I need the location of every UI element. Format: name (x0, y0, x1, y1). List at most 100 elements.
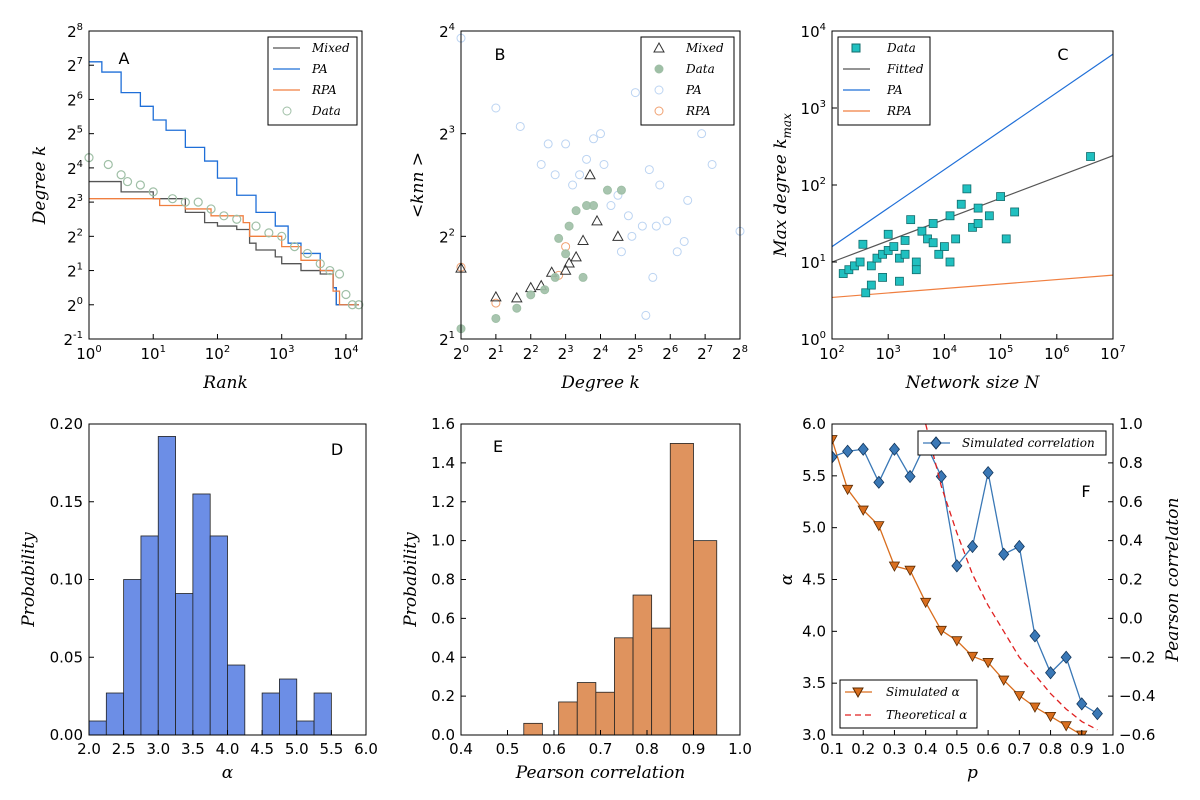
legend-bottom: Simulated α Theoretical α (839, 679, 978, 729)
y-axis-label: Max degree kmax (771, 113, 794, 258)
data-point-mixed (584, 168, 596, 180)
x-tick-label: 0.9 (682, 740, 706, 758)
y-tick-label: 3.5 (802, 674, 826, 692)
histogram-bar (88, 720, 107, 736)
data-point (911, 257, 921, 267)
legend-label: PA (886, 83, 903, 97)
data-point-pa (672, 247, 682, 257)
data-point-simulated-alpha (982, 658, 994, 669)
data-point (251, 221, 261, 231)
y-tick-label: 27 (67, 56, 83, 75)
legend-label: Data (311, 104, 341, 118)
histogram-bar (651, 627, 673, 736)
data-point-pa (536, 159, 546, 169)
data-point-simulated-correlation (966, 539, 979, 554)
series-line-pa (831, 53, 1114, 248)
data-point-pa (641, 310, 651, 320)
x-axis-label: Degree k (560, 373, 640, 393)
data-point (347, 300, 357, 310)
x-tick-label: 24 (593, 344, 609, 363)
legend-label: Simulated correlation (962, 436, 1095, 450)
data-point-simulated-correlation (1091, 706, 1103, 721)
data-point (193, 197, 203, 207)
data-point-mixed (577, 234, 589, 245)
data-point-simulated-correlation (1029, 629, 1041, 643)
legend-label: PA (685, 83, 702, 97)
data-point (122, 176, 133, 187)
data-point (911, 265, 921, 275)
legend-label: Simulated α (886, 685, 960, 699)
data-point-pa (644, 165, 654, 175)
x-tick-label: 0.7 (589, 740, 613, 758)
y-tick-label: 101 (801, 253, 826, 272)
legend-label: RPA (886, 104, 912, 118)
data-point-data (578, 272, 588, 282)
y-tick-label: 102 (801, 176, 826, 195)
data-point (289, 242, 300, 252)
data-point-simulated-alpha (1029, 702, 1041, 713)
data-point-pa (596, 129, 605, 139)
y-tick-label: 0.20 (50, 415, 83, 433)
x-tick-label: 102 (819, 344, 844, 363)
y-tick-label: 25 (67, 125, 83, 144)
panel-letter: D (331, 440, 343, 459)
data-point-simulated-correlation (832, 450, 838, 464)
x-tick-label: 107 (1100, 344, 1125, 363)
data-point-pa (491, 103, 501, 113)
x-tick-label: 100 (76, 344, 101, 363)
legend-swatch (654, 64, 664, 74)
data-point-simulated-alpha (904, 565, 916, 576)
y-tick-label: 28 (67, 22, 83, 41)
data-point (889, 242, 899, 252)
data-point-simulated-correlation (873, 475, 885, 489)
histogram-bar (558, 701, 578, 736)
y-tick-label: 2-1 (63, 330, 83, 349)
data-point (878, 272, 887, 282)
data-point-pa (599, 159, 609, 169)
histogram-bar (614, 637, 634, 736)
data-point-simulated-correlation (1013, 539, 1025, 554)
data-point-mixed (591, 214, 603, 226)
data-point-pa (627, 231, 637, 241)
data-point (232, 214, 242, 224)
legend-label: RPA (685, 104, 711, 118)
data-point-pa (630, 88, 640, 98)
x-tick-label: 4.5 (250, 740, 274, 758)
histogram-bar (157, 436, 176, 736)
data-point-data (571, 206, 581, 216)
histogram-bar (140, 535, 159, 736)
data-point (945, 211, 955, 221)
series-line-theoretical-α (925, 424, 1098, 731)
data-point (264, 228, 274, 238)
y-tick-label: 5.0 (802, 519, 826, 537)
data-point (354, 300, 364, 310)
panel-f: 0.1 0.2 0.3 0.4 0.5 0.6 0.7 0.8 0.9 1.0 3.0 3.5 4.0 4… (777, 415, 1183, 783)
legend-swatch (852, 687, 864, 699)
y-tick-label: 1.0 (431, 532, 455, 550)
data-point (900, 236, 910, 245)
data-point-data (582, 201, 592, 211)
y-tick-label: 23 (67, 193, 83, 212)
data-point-simulated-alpha (1060, 721, 1072, 732)
x-axis-label: Rank (202, 373, 248, 393)
data-point-mixed (559, 264, 572, 275)
x-tick-label: 106 (1044, 344, 1069, 363)
legend-label: Data (685, 62, 715, 76)
data-point (302, 248, 312, 259)
histogram-bar (105, 692, 125, 736)
plot-frame (88, 30, 363, 340)
y-right-tick-label: 0.0 (1119, 609, 1143, 627)
x-tick-label: 0.4 (914, 740, 938, 758)
data-point-pa (606, 201, 616, 211)
data-point-simulated-alpha (857, 505, 869, 516)
data-point-simulated-correlation (1060, 650, 1072, 664)
x-tick-label: 20 (453, 344, 469, 363)
data-point (1086, 152, 1095, 161)
data-point (148, 187, 158, 197)
y-tick-label: 24 (67, 159, 83, 178)
data-point-pa (575, 170, 585, 180)
data-point-simulated-alpha (919, 597, 932, 609)
data-point-mixed (510, 291, 523, 303)
x-tick-label: 0.5 (496, 740, 520, 758)
data-point-simulated-correlation (904, 469, 916, 484)
